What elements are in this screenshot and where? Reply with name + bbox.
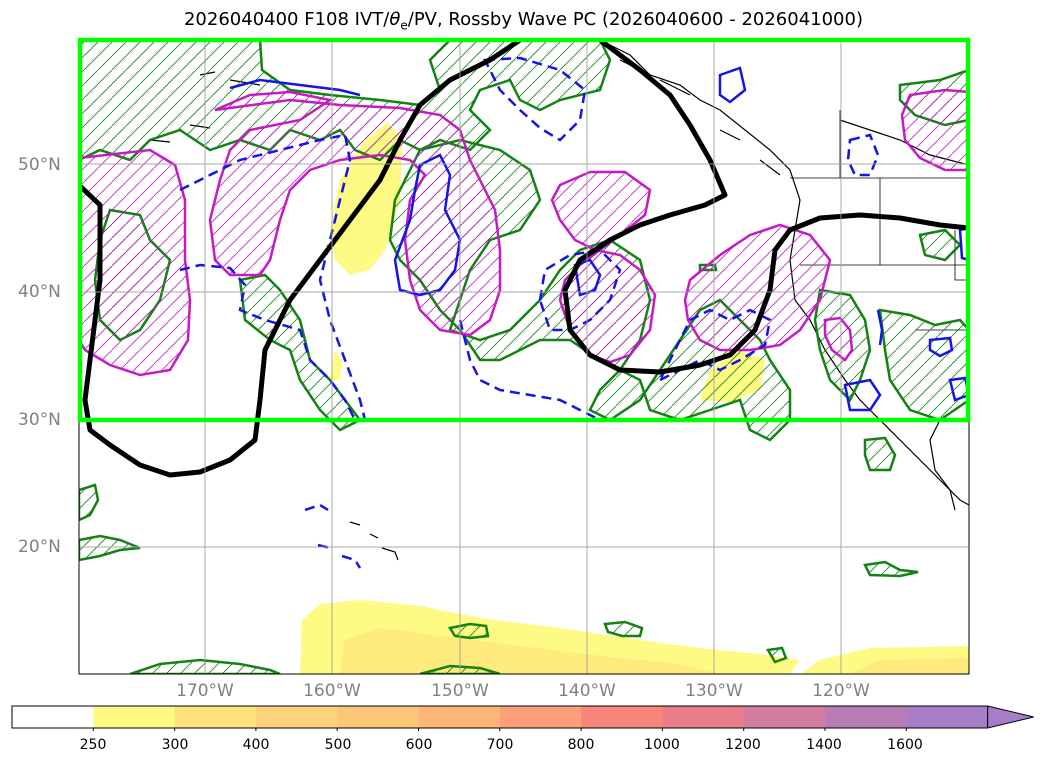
colorbar-tick-label: 1400 — [806, 737, 842, 753]
lat-label-40n: 40°N — [18, 282, 61, 302]
map-title: 2026040400 F108 IVT/θe/PV, Rossby Wave P… — [183, 9, 863, 33]
lat-label-30n: 30°N — [18, 410, 61, 430]
colorbar-tick-label: 1600 — [887, 737, 923, 753]
colorbar-segment — [174, 706, 257, 728]
colorbar-tick-label: 700 — [486, 737, 514, 753]
lon-label-130w: 130°W — [685, 681, 743, 701]
colorbar-segment — [337, 706, 419, 728]
colorbar-segment — [499, 706, 582, 728]
lon-label-170w: 170°W — [176, 681, 234, 701]
colorbar-segment — [93, 706, 176, 728]
colorbar-extend-arrow — [987, 705, 1034, 729]
colorbar-tick-label: 800 — [567, 737, 595, 753]
colorbar-tick-label: 1000 — [644, 737, 680, 753]
colorbar-tick-label: 300 — [161, 737, 189, 753]
colorbar-segment — [581, 706, 663, 728]
colorbar-tick-label: 600 — [405, 737, 433, 753]
colorbar — [11, 705, 1034, 731]
colorbar-tick-label: 500 — [324, 737, 352, 753]
colorbar-segment — [255, 706, 338, 728]
lon-label-150w: 150°W — [431, 681, 489, 701]
colorbar-segment — [418, 706, 501, 728]
lat-label-50n: 50°N — [18, 155, 61, 175]
lon-label-140w: 140°W — [558, 681, 616, 701]
lon-label-120w: 120°W — [812, 681, 870, 701]
colorbar-segment — [906, 706, 989, 728]
colorbar-tick-label: 400 — [242, 737, 270, 753]
region-box — [77, 37, 971, 423]
colorbar-segment — [662, 706, 745, 728]
colorbar-segment — [743, 706, 826, 728]
gridlines — [79, 39, 969, 674]
colorbar-tick-label: 250 — [79, 737, 107, 753]
lon-label-160w: 160°W — [303, 681, 361, 701]
rossby-wave-line — [79, 39, 969, 478]
colorbar-tick-label: 1200 — [725, 737, 761, 753]
blue-dashed-contours — [179, 56, 880, 569]
green-contours — [79, 39, 969, 674]
magenta-contours — [79, 88, 969, 377]
colorbar-segment — [825, 706, 907, 728]
colorbar-segment — [12, 706, 94, 728]
lat-label-20n: 20°N — [18, 537, 61, 557]
